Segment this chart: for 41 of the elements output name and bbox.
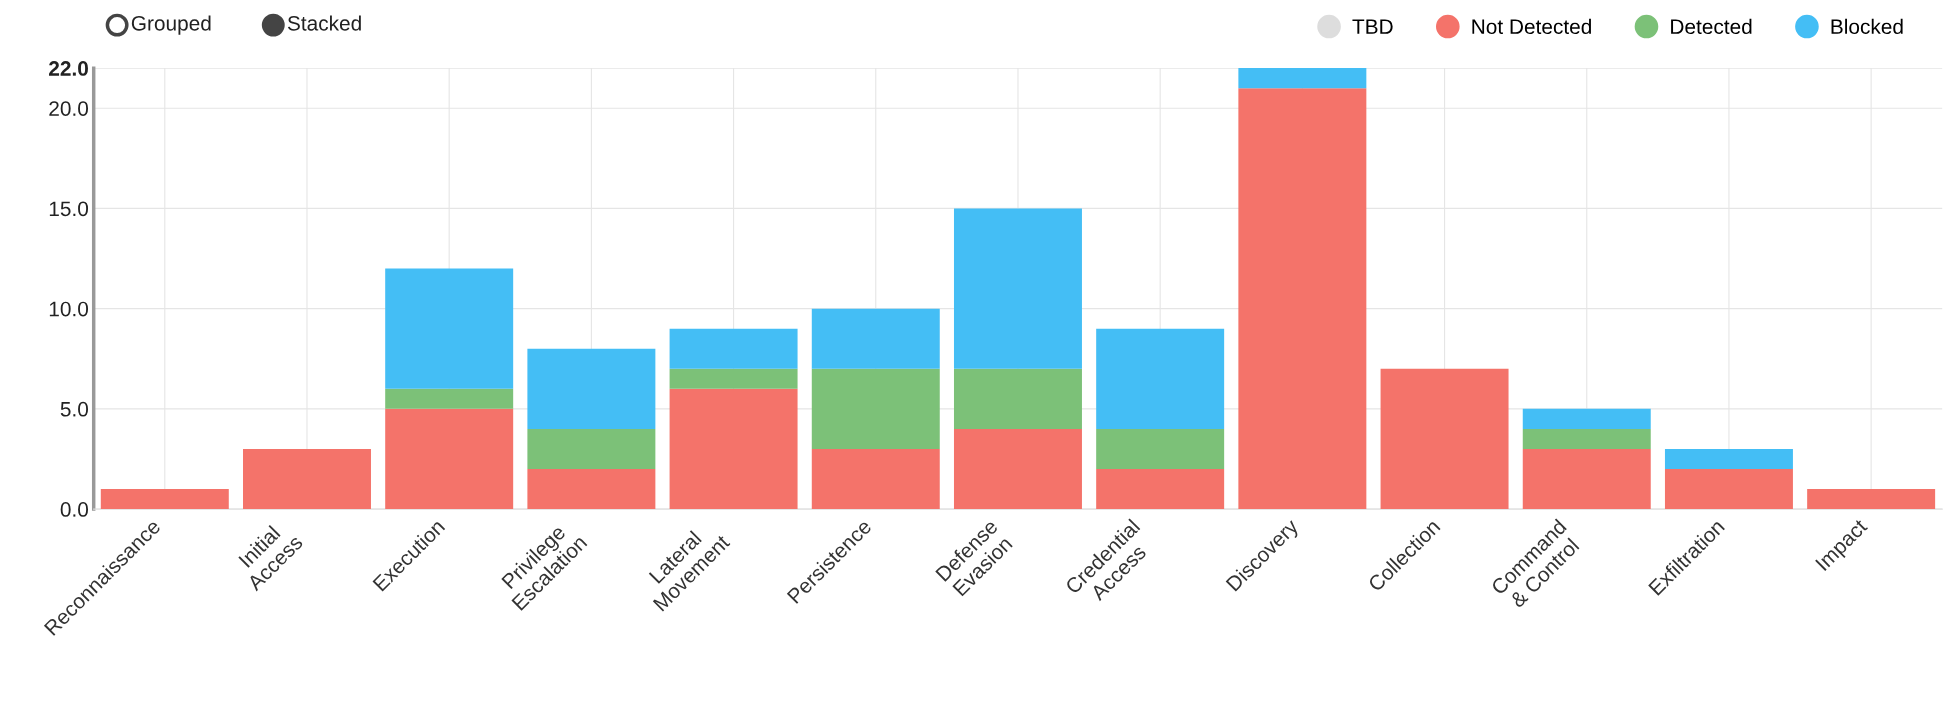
legend-label: TBD bbox=[1352, 19, 1393, 34]
bar bbox=[1664, 468, 1793, 510]
bar bbox=[1522, 448, 1651, 510]
bar bbox=[100, 489, 229, 510]
bar bbox=[811, 308, 940, 369]
bar bbox=[1096, 468, 1225, 510]
bar bbox=[811, 368, 940, 449]
bar bbox=[953, 208, 1082, 369]
bar bbox=[243, 448, 371, 510]
bar bbox=[669, 388, 798, 510]
legend-label: Detected bbox=[1671, 18, 1752, 35]
bar bbox=[1096, 428, 1225, 469]
bar bbox=[385, 268, 514, 389]
y-tick-label: 10.0 bbox=[49, 301, 89, 317]
bar bbox=[1096, 328, 1225, 429]
bar bbox=[953, 428, 1082, 510]
bar bbox=[1522, 428, 1651, 449]
bar bbox=[385, 388, 514, 409]
y-tick-label: 15.0 bbox=[49, 201, 89, 217]
text: Grouped bbox=[131, 15, 211, 35]
legend-label: Not Detected bbox=[1472, 18, 1591, 35]
bar bbox=[1807, 489, 1936, 510]
legend-label: Blocked bbox=[1831, 18, 1903, 35]
bar bbox=[669, 368, 798, 389]
bar bbox=[1522, 408, 1651, 429]
bar bbox=[527, 348, 656, 429]
y-tick-label: 20.0 bbox=[49, 101, 89, 116]
y-tick-label: 22.0 bbox=[49, 61, 88, 76]
bar bbox=[527, 468, 656, 510]
bar bbox=[1380, 368, 1509, 510]
bar bbox=[1238, 88, 1367, 510]
bar bbox=[669, 328, 798, 369]
bar bbox=[1664, 448, 1793, 469]
bar bbox=[811, 448, 940, 510]
bar bbox=[527, 428, 656, 469]
bar bbox=[1238, 68, 1367, 89]
bar bbox=[385, 408, 514, 510]
bar bbox=[953, 368, 1082, 429]
y-tick-label: 5.0 bbox=[60, 401, 89, 417]
y-tick-label: 0.0 bbox=[60, 502, 89, 517]
text: Stacked bbox=[287, 15, 361, 31]
